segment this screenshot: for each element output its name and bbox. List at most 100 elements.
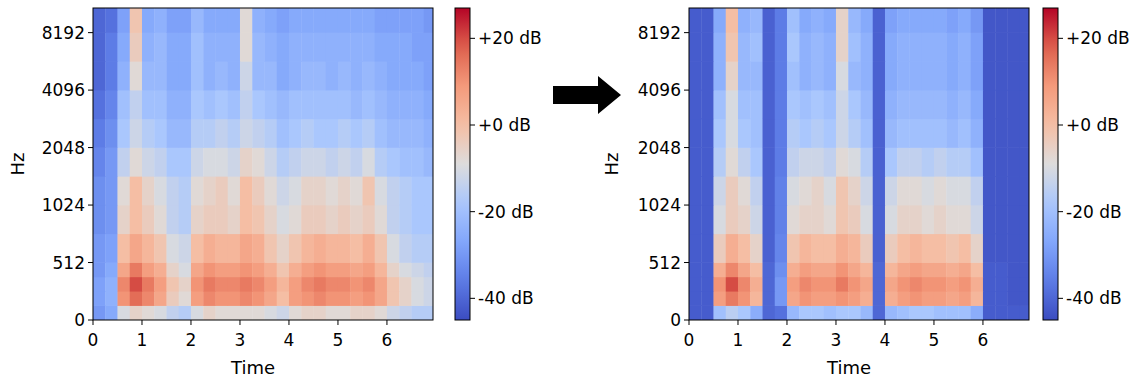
heatmap-cell xyxy=(958,90,971,119)
heatmap-cell xyxy=(350,291,363,306)
heatmap-cell xyxy=(411,233,424,262)
heatmap-cell xyxy=(264,147,277,176)
heatmap-cell xyxy=(958,305,971,320)
heatmap-cell xyxy=(1020,291,1029,306)
heatmap-cell xyxy=(215,305,228,320)
heatmap-cell xyxy=(154,90,167,119)
heatmap-cell xyxy=(203,277,216,292)
y-tick xyxy=(88,90,93,91)
heatmap-cell xyxy=(105,8,118,33)
heatmap-cell xyxy=(824,119,837,148)
heatmap-cell xyxy=(775,305,788,320)
heatmap-cell xyxy=(191,61,204,90)
heatmap-cell xyxy=(983,305,996,320)
heatmap-cell xyxy=(277,291,290,306)
heatmap-cell xyxy=(873,277,886,292)
heatmap-cell xyxy=(228,277,241,292)
y-tick-label: 2048 xyxy=(42,138,85,158)
heatmap-cell xyxy=(787,291,800,306)
heatmap-cell xyxy=(983,277,996,292)
x-tick xyxy=(190,320,191,325)
heatmap-cell xyxy=(897,61,910,90)
heatmap-cell xyxy=(313,176,326,205)
heatmap-cell xyxy=(909,119,922,148)
heatmap-cell xyxy=(130,291,143,306)
heatmap-cell xyxy=(411,61,424,90)
heatmap-cell xyxy=(701,262,714,277)
heatmap-cell xyxy=(105,119,118,148)
heatmap-cell xyxy=(775,8,788,33)
heatmap-cell xyxy=(897,119,910,148)
heatmap-cell xyxy=(166,233,179,262)
heatmap-cell xyxy=(775,262,788,277)
heatmap-cell xyxy=(277,205,290,234)
y-tick-label: 4096 xyxy=(42,80,85,100)
colorbar xyxy=(1043,8,1058,320)
heatmap-cell xyxy=(1007,119,1020,148)
y-tick-label: 1024 xyxy=(42,195,85,215)
heatmap-cell xyxy=(105,61,118,90)
heatmap-cell xyxy=(1007,233,1020,262)
heatmap-cell xyxy=(885,119,898,148)
heatmap-cell xyxy=(338,291,351,306)
heatmap-cell xyxy=(338,61,351,90)
heatmap-cell xyxy=(934,147,947,176)
x-tick-label: 4 xyxy=(880,330,891,350)
heatmap-cell xyxy=(860,233,873,262)
heatmap-cell xyxy=(387,119,400,148)
heatmap-cell xyxy=(787,205,800,234)
heatmap-cell xyxy=(958,147,971,176)
heatmap-cell xyxy=(399,305,412,320)
heatmap-cell xyxy=(277,90,290,119)
heatmap-cell xyxy=(983,262,996,277)
heatmap-cell xyxy=(179,8,192,33)
heatmap-cell xyxy=(689,8,702,33)
heatmap-cell xyxy=(93,90,106,119)
heatmap-cell xyxy=(701,291,714,306)
heatmap-cell xyxy=(934,90,947,119)
heatmap-cell xyxy=(130,32,143,61)
heatmap-cell xyxy=(909,205,922,234)
heatmap-cell xyxy=(714,90,727,119)
heatmap-cell xyxy=(848,176,861,205)
heatmap-cell xyxy=(946,277,959,292)
colorbar-tick-label: +0 dB xyxy=(478,115,531,135)
heatmap-cell xyxy=(301,90,314,119)
colorbar-tick xyxy=(1058,38,1063,39)
x-tick-label: 5 xyxy=(929,330,940,350)
heatmap-cell xyxy=(726,8,739,33)
heatmap-cell xyxy=(775,205,788,234)
heatmap-cell xyxy=(387,32,400,61)
heatmap-cell xyxy=(252,90,265,119)
heatmap-cell xyxy=(971,262,984,277)
heatmap-cell xyxy=(995,277,1008,292)
heatmap-cell xyxy=(762,291,775,306)
heatmap-cell xyxy=(922,233,935,262)
colorbar-tick xyxy=(1058,211,1063,212)
heatmap-cell xyxy=(252,176,265,205)
heatmap-cell xyxy=(689,305,702,320)
heatmap-cell xyxy=(958,32,971,61)
heatmap-cell xyxy=(922,176,935,205)
heatmap-cell xyxy=(338,205,351,234)
heatmap-cell xyxy=(215,205,228,234)
heatmap-cell xyxy=(252,291,265,306)
heatmap-cell xyxy=(836,61,849,90)
heatmap-cell xyxy=(289,61,302,90)
heatmap-cell xyxy=(105,305,118,320)
heatmap-cell xyxy=(714,119,727,148)
heatmap-cell xyxy=(228,8,241,33)
x-tick xyxy=(288,320,289,325)
heatmap-cell xyxy=(909,291,922,306)
heatmap-cell xyxy=(350,305,363,320)
heatmap-cell xyxy=(93,291,106,306)
heatmap-cell xyxy=(228,262,241,277)
heatmap-cell xyxy=(824,205,837,234)
heatmap-cell xyxy=(934,61,947,90)
heatmap-cell xyxy=(424,233,433,262)
heatmap-cell xyxy=(191,90,204,119)
heatmap-cell xyxy=(166,61,179,90)
heatmap-cell xyxy=(387,277,400,292)
heatmap-cell xyxy=(326,305,339,320)
heatmap-cell xyxy=(338,233,351,262)
